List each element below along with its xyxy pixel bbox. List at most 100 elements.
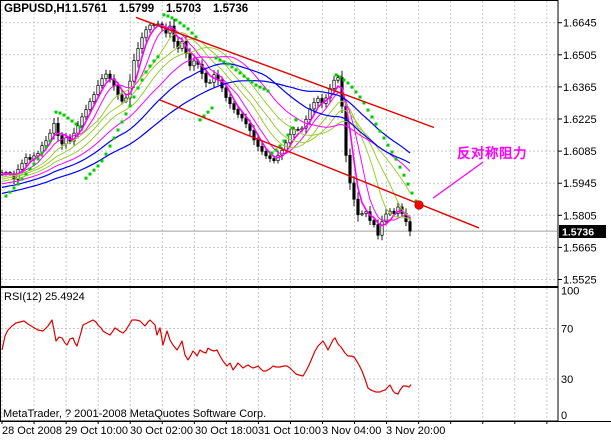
sar-dot — [342, 78, 346, 82]
sar-dot — [214, 56, 218, 60]
sar-dot — [162, 13, 166, 17]
sar-dot — [170, 16, 174, 20]
sar-dot — [116, 128, 120, 132]
sar-dot — [174, 18, 178, 22]
sar-dot — [238, 71, 242, 75]
price-axis-label: 1.6365 — [563, 82, 597, 94]
sar-dot — [144, 70, 148, 74]
sar-dot — [254, 83, 258, 87]
sar-dot — [202, 114, 206, 118]
sar-dot — [262, 87, 266, 91]
sar-dot — [346, 81, 350, 85]
sar-dot — [234, 68, 238, 72]
sar-dot — [48, 139, 52, 143]
sar-dot — [206, 110, 210, 114]
sar-dot — [366, 108, 370, 112]
price-axis-label: 1.6645 — [563, 18, 597, 30]
price-axis-label: 1.5525 — [563, 275, 597, 287]
current-price-tag-text: 1.5736 — [562, 227, 594, 239]
sar-dot — [270, 151, 274, 155]
time-axis-label: 30 Oct 18:00 — [195, 425, 258, 437]
chart-title-high: 1.5799 — [119, 3, 154, 15]
chart-title-symbol: GBPUSD,H1 — [4, 3, 72, 15]
sar-dot — [166, 14, 170, 18]
sar-dot — [294, 118, 298, 122]
chart-title-open: 1.5761 — [72, 3, 108, 15]
trendline-lower — [159, 99, 480, 229]
sar-dot — [338, 75, 342, 79]
rsi-panel[interactable] — [0, 287, 559, 422]
sar-dot — [104, 152, 108, 156]
sar-dot — [24, 172, 28, 176]
sar-dot — [242, 74, 246, 78]
price-axis-label: 1.6225 — [563, 114, 597, 126]
sar-dot — [406, 182, 410, 186]
price-axis-labels: 1.6645 1.6505 1.6365 1.6225 1.6085 1.5945 1.58… — [558, 18, 597, 422]
time-axis-label: 3 Nov 04:00 — [322, 425, 381, 437]
resistance-marker-dot — [414, 200, 424, 210]
sar-dot — [258, 85, 262, 89]
rsi-axis-label: 100 — [561, 286, 579, 298]
sar-dot — [350, 85, 354, 89]
sar-dot — [96, 164, 100, 168]
credit-text: MetaTrader, ? 2001-2008 MetaQuotes Softw… — [3, 408, 266, 420]
sar-dot — [374, 122, 378, 126]
sar-dot — [62, 113, 66, 117]
sar-dot — [88, 172, 92, 176]
sar-dot — [16, 182, 20, 186]
sar-dot — [78, 125, 82, 129]
sar-dot — [274, 148, 278, 152]
sar-dot — [70, 119, 74, 123]
sar-dot — [286, 133, 290, 137]
rsi-axis-label: 70 — [561, 323, 573, 335]
price-axis-label: 1.6085 — [563, 146, 597, 158]
sar-dot — [382, 136, 386, 140]
sar-dot — [186, 27, 190, 31]
price-axis-label: 1.5665 — [563, 242, 597, 254]
sar-dot — [178, 21, 182, 25]
sar-dot — [210, 106, 214, 110]
sar-dot — [410, 191, 414, 195]
price-axis-label: 1.6505 — [563, 50, 597, 62]
sar-dot — [44, 145, 48, 149]
sar-dot — [54, 110, 58, 114]
sar-dot — [278, 144, 282, 148]
sar-dot — [370, 115, 374, 119]
sar-dot — [386, 143, 390, 147]
time-axis-label: 30 Oct 02:00 — [130, 425, 193, 437]
sar-dot — [84, 176, 88, 180]
price-axis-label: 1.5945 — [563, 178, 597, 190]
main-chart-panel[interactable] — [0, 0, 559, 287]
sar-dot — [28, 167, 32, 171]
ma-line-p20 — [1, 46, 411, 194]
sar-dot — [194, 35, 198, 39]
rsi-axis-label: 0 — [561, 410, 567, 422]
sar-dot — [128, 104, 132, 108]
ma-line-p15 — [1, 38, 411, 218]
annotation-text[interactable]: 反对称阻力 — [457, 145, 527, 161]
ma-line-p11 — [1, 32, 411, 220]
sar-dot — [74, 122, 78, 126]
sar-dot — [132, 95, 136, 99]
sar-dot — [148, 64, 152, 68]
time-axis-label: 31 Oct 10:00 — [258, 425, 321, 437]
time-axis-label: 29 Oct 10:00 — [65, 425, 128, 437]
sar-dot — [250, 80, 254, 84]
sar-dot — [112, 136, 116, 140]
ma-line-p4 — [1, 24, 411, 227]
sar-dot — [36, 157, 40, 161]
sar-dot — [152, 59, 156, 63]
sar-dot — [120, 120, 124, 124]
sar-dot — [190, 31, 194, 35]
sar-dot — [334, 73, 338, 77]
sar-dot — [402, 173, 406, 177]
sar-dot — [230, 65, 234, 69]
sar-dot — [246, 77, 250, 81]
rsi-line — [1, 319, 412, 395]
sar-dot — [100, 159, 104, 163]
sar-dots-layer — [4, 13, 421, 208]
sar-dot — [12, 186, 16, 190]
annotation-pointer-line — [432, 161, 484, 199]
